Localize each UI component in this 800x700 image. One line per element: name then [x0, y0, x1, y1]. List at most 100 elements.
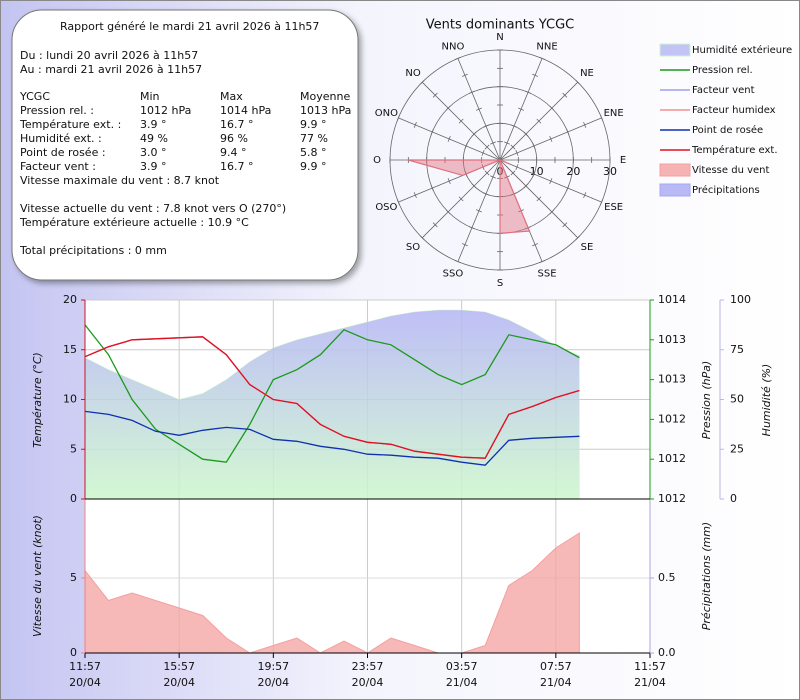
rose-minor-tick — [532, 171, 536, 177]
report-cell: Facteur vent : — [20, 160, 96, 173]
x-tick-label: 19:57 — [257, 660, 289, 673]
rose-direction-label: SO — [406, 242, 420, 253]
y2-tick-label: 0.0 — [658, 646, 676, 659]
rose-direction-label: S — [497, 278, 503, 289]
x-tick-sublabel: 21/04 — [540, 676, 572, 689]
rose-minor-tick — [525, 90, 531, 94]
x-tick-label: 15:57 — [163, 660, 195, 673]
report-cell: 9.9 ° — [300, 160, 327, 173]
y2-tick-label: 1012 — [658, 492, 686, 505]
rose-minor-tick — [413, 121, 417, 128]
rose-minor-tick — [483, 192, 489, 196]
report-cell: 3.9 ° — [140, 118, 167, 131]
report-from: Du : lundi 20 avril 2026 à 11h57 — [20, 49, 198, 62]
rose-minor-tick — [532, 143, 536, 149]
y3-axis-label: Humidité (%) — [760, 364, 773, 437]
rose-minor-tick — [476, 107, 482, 111]
x-tick-sublabel: 20/04 — [352, 676, 384, 689]
rose-minor-tick — [461, 243, 468, 247]
report-cell: Humidité ext. : — [20, 132, 102, 145]
legend-label: Point de rosée — [692, 124, 763, 136]
rose-minor-tick — [445, 105, 451, 111]
rose-minor-tick — [447, 136, 451, 142]
rose-minor-tick — [432, 222, 438, 228]
legend-label: Vitesse du vent — [692, 165, 769, 176]
rose-minor-tick — [583, 121, 587, 128]
rose-minor-tick — [515, 164, 519, 170]
rose-minor-tick — [481, 150, 485, 156]
y2-axis-label: Pression (hPa) — [700, 361, 713, 440]
report-cell: 3.0 ° — [140, 146, 167, 159]
x-tick-sublabel: 21/04 — [446, 676, 478, 689]
y2-tick-label: 1012 — [658, 412, 686, 425]
legend-swatch — [659, 183, 691, 197]
y3-tick-label: 25 — [730, 442, 744, 455]
report-header-cell: Max — [220, 90, 243, 103]
rose-minor-tick — [483, 124, 489, 128]
report-cell: Point de rosée : — [20, 146, 106, 159]
legend-swatch — [659, 163, 691, 177]
report-header-cell: Moyenne — [300, 90, 350, 103]
series-line — [84, 336, 580, 459]
y3-tick-label: 75 — [730, 343, 744, 356]
legend-label: Humidité extérieure — [692, 44, 792, 56]
rose-direction-label: SSO — [443, 269, 464, 280]
rose-minor-tick — [532, 73, 539, 77]
rose-minor-tick — [600, 114, 604, 121]
rose-minor-tick — [532, 243, 539, 247]
rose-minor-tick — [562, 222, 568, 228]
rose-minor-tick — [536, 118, 542, 124]
rose-area — [408, 158, 531, 234]
rose-minor-tick — [549, 105, 555, 111]
x-tick-sublabel: 20/04 — [163, 676, 195, 689]
rose-minor-tick — [471, 131, 477, 137]
rose-minor-tick — [523, 131, 529, 137]
y-tick-label: 20 — [63, 293, 77, 306]
rose-minor-tick — [396, 114, 400, 121]
report-current-temp: Température extérieure actuelle : 10.9 °… — [19, 216, 249, 229]
rose-direction-label: ONO — [375, 108, 398, 119]
rose-minor-tick — [430, 129, 434, 135]
report-to: Au : mardi 21 avril 2026 à 11h57 — [20, 63, 202, 76]
series-line — [84, 410, 580, 466]
rose-r-label: 10 — [530, 165, 544, 178]
y-axis-label: Température (°C) — [31, 352, 44, 448]
rose-direction-label: NNE — [536, 41, 557, 52]
rose-minor-tick — [445, 209, 451, 215]
rose-minor-tick — [461, 73, 468, 77]
rose-minor-tick — [518, 107, 524, 111]
rose-minor-tick — [447, 178, 451, 184]
rose-direction-label: NNO — [442, 41, 465, 52]
rose-minor-tick — [510, 170, 516, 176]
y-axis-label: Vitesse du vent (knot) — [31, 515, 44, 637]
report-current-wind: Vitesse actuelle du vent : 7.8 knot vers… — [20, 202, 286, 215]
report-title: Rapport généré le mardi 21 avril 2026 à … — [60, 20, 319, 33]
report-cell: 16.7 ° — [220, 160, 254, 173]
rose-minor-tick — [575, 79, 581, 85]
rose-direction-label: O — [373, 155, 381, 166]
report-cell: 9.9 ° — [300, 118, 327, 131]
rose-r-label: 20 — [566, 165, 580, 178]
report-total-precip: Total précipitations : 0 mm — [19, 244, 167, 257]
y-tick-label: 10 — [63, 393, 77, 406]
report-cell: 49 % — [140, 132, 168, 145]
x-tick-label: 03:57 — [446, 660, 478, 673]
y3-tick-label: 0 — [730, 492, 737, 505]
y2-tick-label: 1013 — [658, 373, 686, 386]
report-cell: 5.8 ° — [300, 146, 327, 159]
rose-minor-tick — [549, 136, 553, 142]
rose-minor-tick — [536, 196, 542, 202]
rose-minor-tick — [510, 144, 516, 150]
rose-minor-tick — [566, 129, 570, 135]
rose-minor-tick — [562, 92, 568, 98]
y-tick-label: 0 — [70, 646, 77, 659]
rose-minor-tick — [490, 141, 496, 145]
rose-minor-tick — [396, 199, 400, 206]
legend-label: Précipitations — [692, 184, 760, 196]
legend-label: Température ext. — [691, 144, 778, 156]
rose-direction-label: SSE — [538, 269, 557, 280]
rose-direction-label: NE — [580, 68, 594, 79]
y-tick-label: 5 — [70, 442, 77, 455]
